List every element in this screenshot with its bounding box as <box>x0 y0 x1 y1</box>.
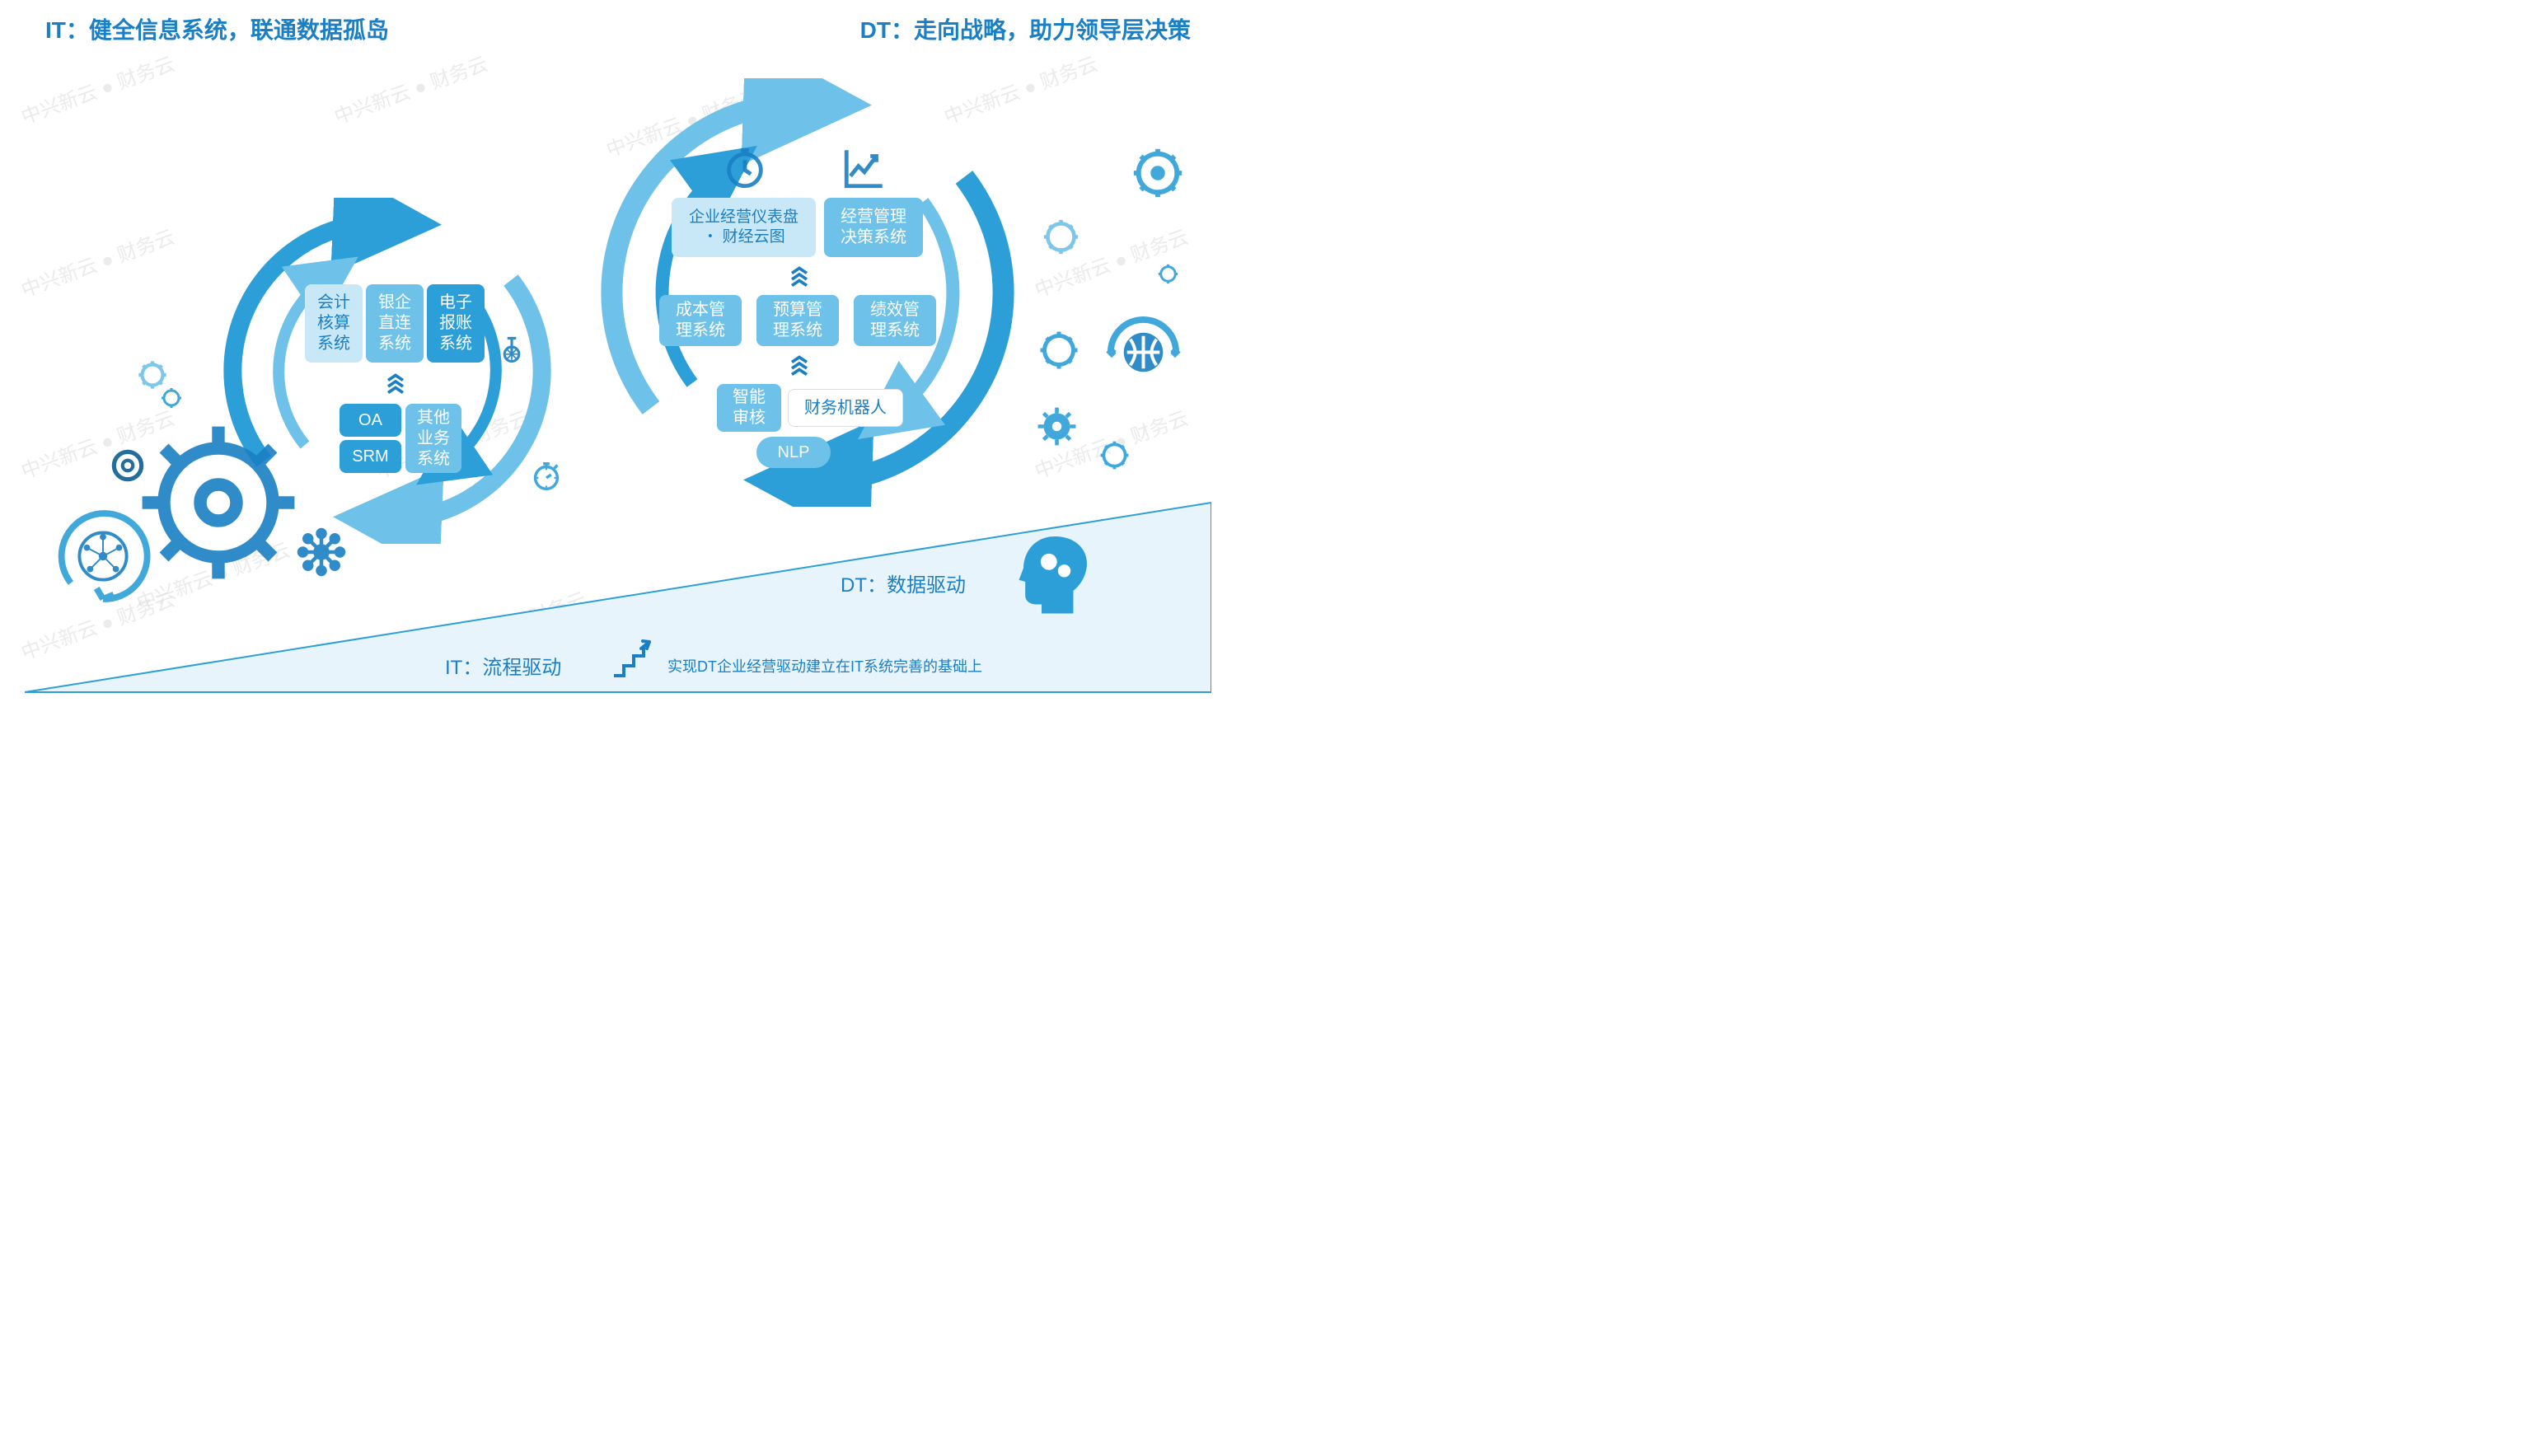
gear-icon <box>1154 260 1183 293</box>
dt-driver-label: DT：数据驱动 <box>841 569 966 597</box>
chart-up-icon <box>841 144 888 196</box>
box-finance-robot: 财务机器人 <box>788 389 903 427</box>
box-accounting-system: 会计核算系统 <box>305 284 363 363</box>
chevron-up-icon <box>379 369 412 399</box>
box-decision-system: 经营管理决策系统 <box>824 198 923 257</box>
box-budget-mgmt: 预算管理系统 <box>756 295 839 346</box>
globe-gear-icon <box>1104 313 1183 396</box>
snowflake-gear-icon <box>297 527 346 581</box>
stopwatch-gear-icon <box>527 457 565 499</box>
box-other-biz-system: 其他业务系统 <box>405 404 461 473</box>
title-right: DT：走向战略，助力领导层决策 <box>860 12 1191 45</box>
box-nlp: NLP <box>756 437 831 468</box>
gear-icon <box>1034 325 1084 379</box>
gear-icon <box>1034 404 1079 453</box>
watermark: 中兴新云 ● 财务云 <box>330 48 491 130</box>
network-cycle-icon <box>49 503 157 614</box>
box-oa: OA <box>340 404 401 437</box>
chevron-up-icon <box>783 262 816 292</box>
box-dashboard: 企业经营仪表盘・ 财经云图 <box>672 198 816 257</box>
box-srm: SRM <box>340 440 401 473</box>
box-bank-direct-system: 银企直连系统 <box>366 284 424 363</box>
triangle-sub-label: 实现DT企业经营驱动建立在IT系统完善的基础上 <box>667 655 982 677</box>
watermark: 中兴新云 ● 财务云 <box>16 48 178 130</box>
box-ereimburse-system: 电子报账系统 <box>427 284 485 363</box>
watermark: 中兴新云 ● 财务云 <box>16 221 178 303</box>
gear-icon <box>1038 214 1084 264</box>
box-cost-mgmt: 成本管理系统 <box>659 295 742 346</box>
head-gears-icon <box>1005 527 1096 622</box>
it-driver-label: IT：流程驱动 <box>445 651 561 680</box>
clock-icon <box>721 144 769 196</box>
gear-icon <box>1096 437 1133 478</box>
unicycle-icon <box>494 330 529 368</box>
box-smart-audit: 智能审核 <box>717 384 781 432</box>
chevron-up-icon <box>783 351 816 381</box>
title-left: IT：健全信息系统，联通数据孤岛 <box>45 12 389 45</box>
stairs-up-icon <box>610 639 659 684</box>
gear-icon <box>1129 144 1187 206</box>
box-perf-mgmt: 绩效管理系统 <box>854 295 936 346</box>
